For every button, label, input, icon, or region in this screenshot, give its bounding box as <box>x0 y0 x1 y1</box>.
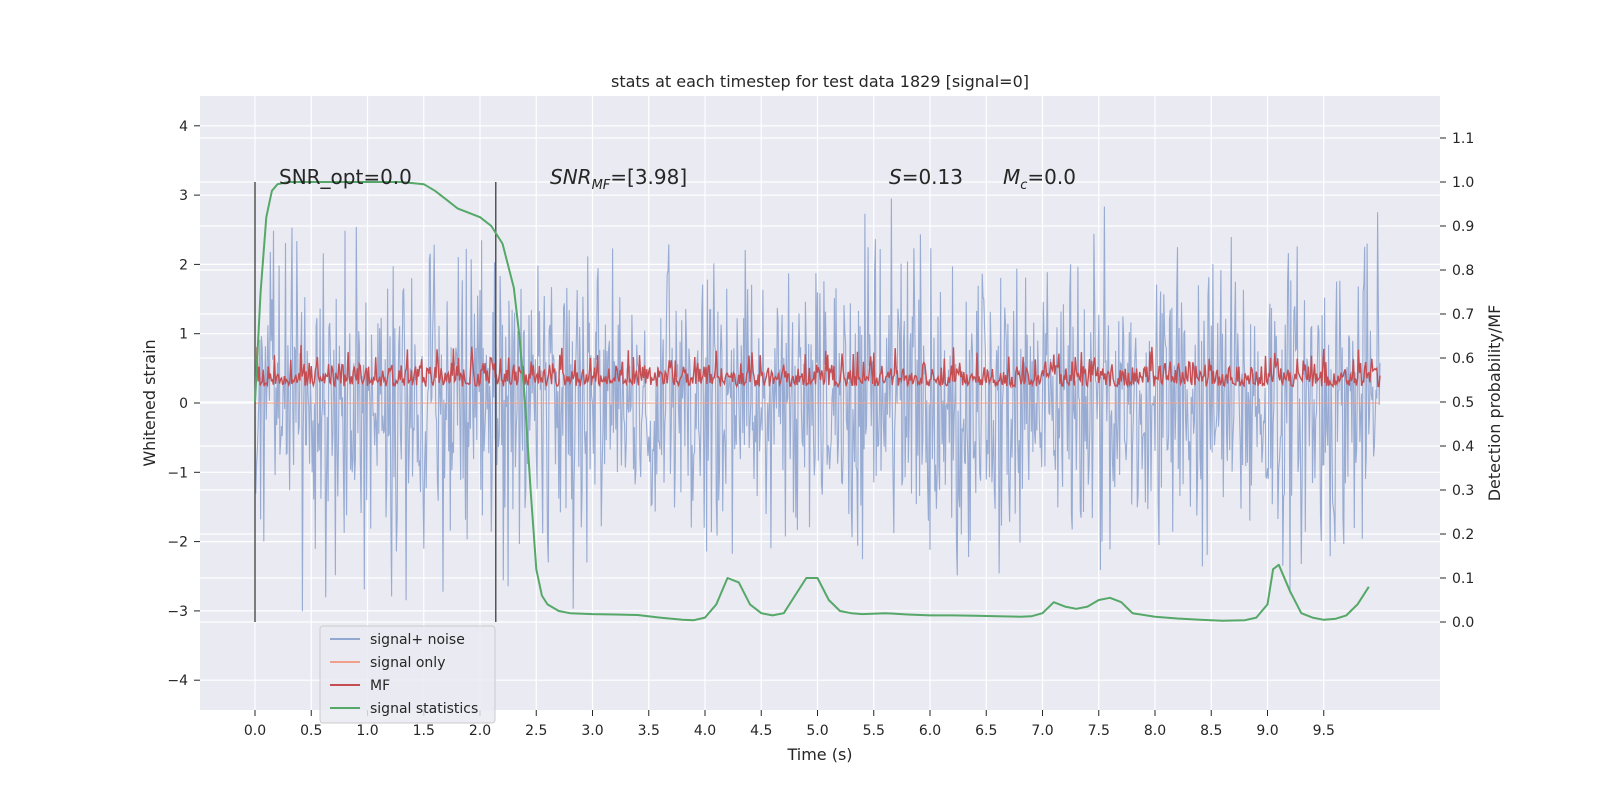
mf-series <box>254 345 1381 390</box>
x-tick-label: 8.5 <box>1200 723 1222 739</box>
x-tick-label: 3.0 <box>581 723 603 739</box>
s-value: =0.13 <box>902 165 963 189</box>
legend-label-signal-statistics: signal statistics <box>370 701 478 717</box>
x-tick-label: 1.5 <box>413 723 435 739</box>
ticks: 0.0 0.5 1.0 1.5 2.0 2.5 3.0 3.5 4.0 4.5 5.0 5.5 6.0 6… <box>167 119 1474 739</box>
x-tick-label: 0.0 <box>244 723 266 739</box>
mc-sub: c <box>1020 178 1027 193</box>
y-tick-label: 4 <box>179 119 188 135</box>
mc-value: =0.0 <box>1027 165 1076 189</box>
x-tick-label: 0.5 <box>300 723 322 739</box>
legend-label-signal-noise: signal+ noise <box>370 632 465 648</box>
snr-opt-annotation: SNR_opt=0.0 <box>279 165 412 189</box>
chart-title: stats at each timestep for test data 182… <box>611 72 1029 91</box>
y-right-tick-label: 0.4 <box>1452 439 1474 455</box>
snr-mf-value: =[3.98] <box>610 165 687 189</box>
x-tick-label: 2.5 <box>525 723 547 739</box>
y-right-tick-label: 0.3 <box>1452 483 1474 499</box>
mc-annotation: Mc=0.0 <box>1003 165 1076 193</box>
y-right-tick-label: 0.0 <box>1452 615 1474 631</box>
y-axis-label: Whitened strain <box>140 339 159 466</box>
y-right-tick-label: 1.0 <box>1452 175 1474 191</box>
signal-statistics-series <box>254 181 1370 622</box>
y-right-tick-label: 0.8 <box>1452 263 1474 279</box>
y-right-tick-label: 0.2 <box>1452 527 1474 543</box>
y-tick-label: −2 <box>167 535 188 551</box>
s-label: S <box>889 165 902 189</box>
y-right-tick-label: 0.5 <box>1452 395 1474 411</box>
y-right-tick-label: 0.6 <box>1452 351 1474 367</box>
x-axis-label: Time (s) <box>786 745 852 764</box>
snr-mf-main: SNR <box>550 165 592 189</box>
x-tick-label: 7.0 <box>1031 723 1053 739</box>
legend-box <box>319 625 496 724</box>
y-tick-label: −3 <box>167 604 188 620</box>
x-tick-label: 3.5 <box>638 723 660 739</box>
x-tick-label: 5.0 <box>806 723 828 739</box>
signal-noise-line <box>254 198 1381 612</box>
signal-noise-series <box>254 198 1381 612</box>
snr-mf-annotation: SNRMF=[3.98] <box>550 165 687 193</box>
y-right-tick-label: 0.7 <box>1452 307 1474 323</box>
signal-statistics-line <box>254 181 1370 622</box>
x-tick-label: 9.0 <box>1256 723 1278 739</box>
y-axis-right-label: Detection probability/MF <box>1485 305 1504 502</box>
y-tick-label: 0 <box>179 396 188 412</box>
x-tick-label: 4.0 <box>694 723 716 739</box>
legend: signal+ noise signal only MF signal stat… <box>319 625 496 724</box>
y-right-tick-label: 0.9 <box>1452 219 1474 235</box>
x-tick-label: 1.0 <box>356 723 378 739</box>
x-tick-label: 7.5 <box>1088 723 1110 739</box>
x-tick-label: 6.0 <box>919 723 941 739</box>
mf-line <box>254 345 1381 390</box>
x-tick-label: 6.5 <box>975 723 997 739</box>
x-tick-label: 2.0 <box>469 723 491 739</box>
x-tick-label: 8.0 <box>1144 723 1166 739</box>
y-tick-label: −1 <box>167 465 188 481</box>
y-right-tick-label: 1.1 <box>1452 131 1474 147</box>
y-tick-label: 1 <box>179 327 188 343</box>
y-right-tick-label: 0.1 <box>1452 571 1474 587</box>
legend-label-mf: MF <box>370 678 390 694</box>
x-tick-label: 9.5 <box>1313 723 1335 739</box>
s-annotation: S=0.13 <box>889 165 963 189</box>
snr-mf-sub: MF <box>592 178 611 193</box>
x-tick-label: 5.5 <box>863 723 885 739</box>
x-tick-label: 4.5 <box>750 723 772 739</box>
mc-label: M <box>1003 165 1020 189</box>
legend-label-signal-only: signal only <box>370 655 445 671</box>
y-tick-label: 2 <box>179 257 188 273</box>
y-tick-label: 3 <box>179 188 188 204</box>
y-tick-label: −4 <box>167 673 188 689</box>
